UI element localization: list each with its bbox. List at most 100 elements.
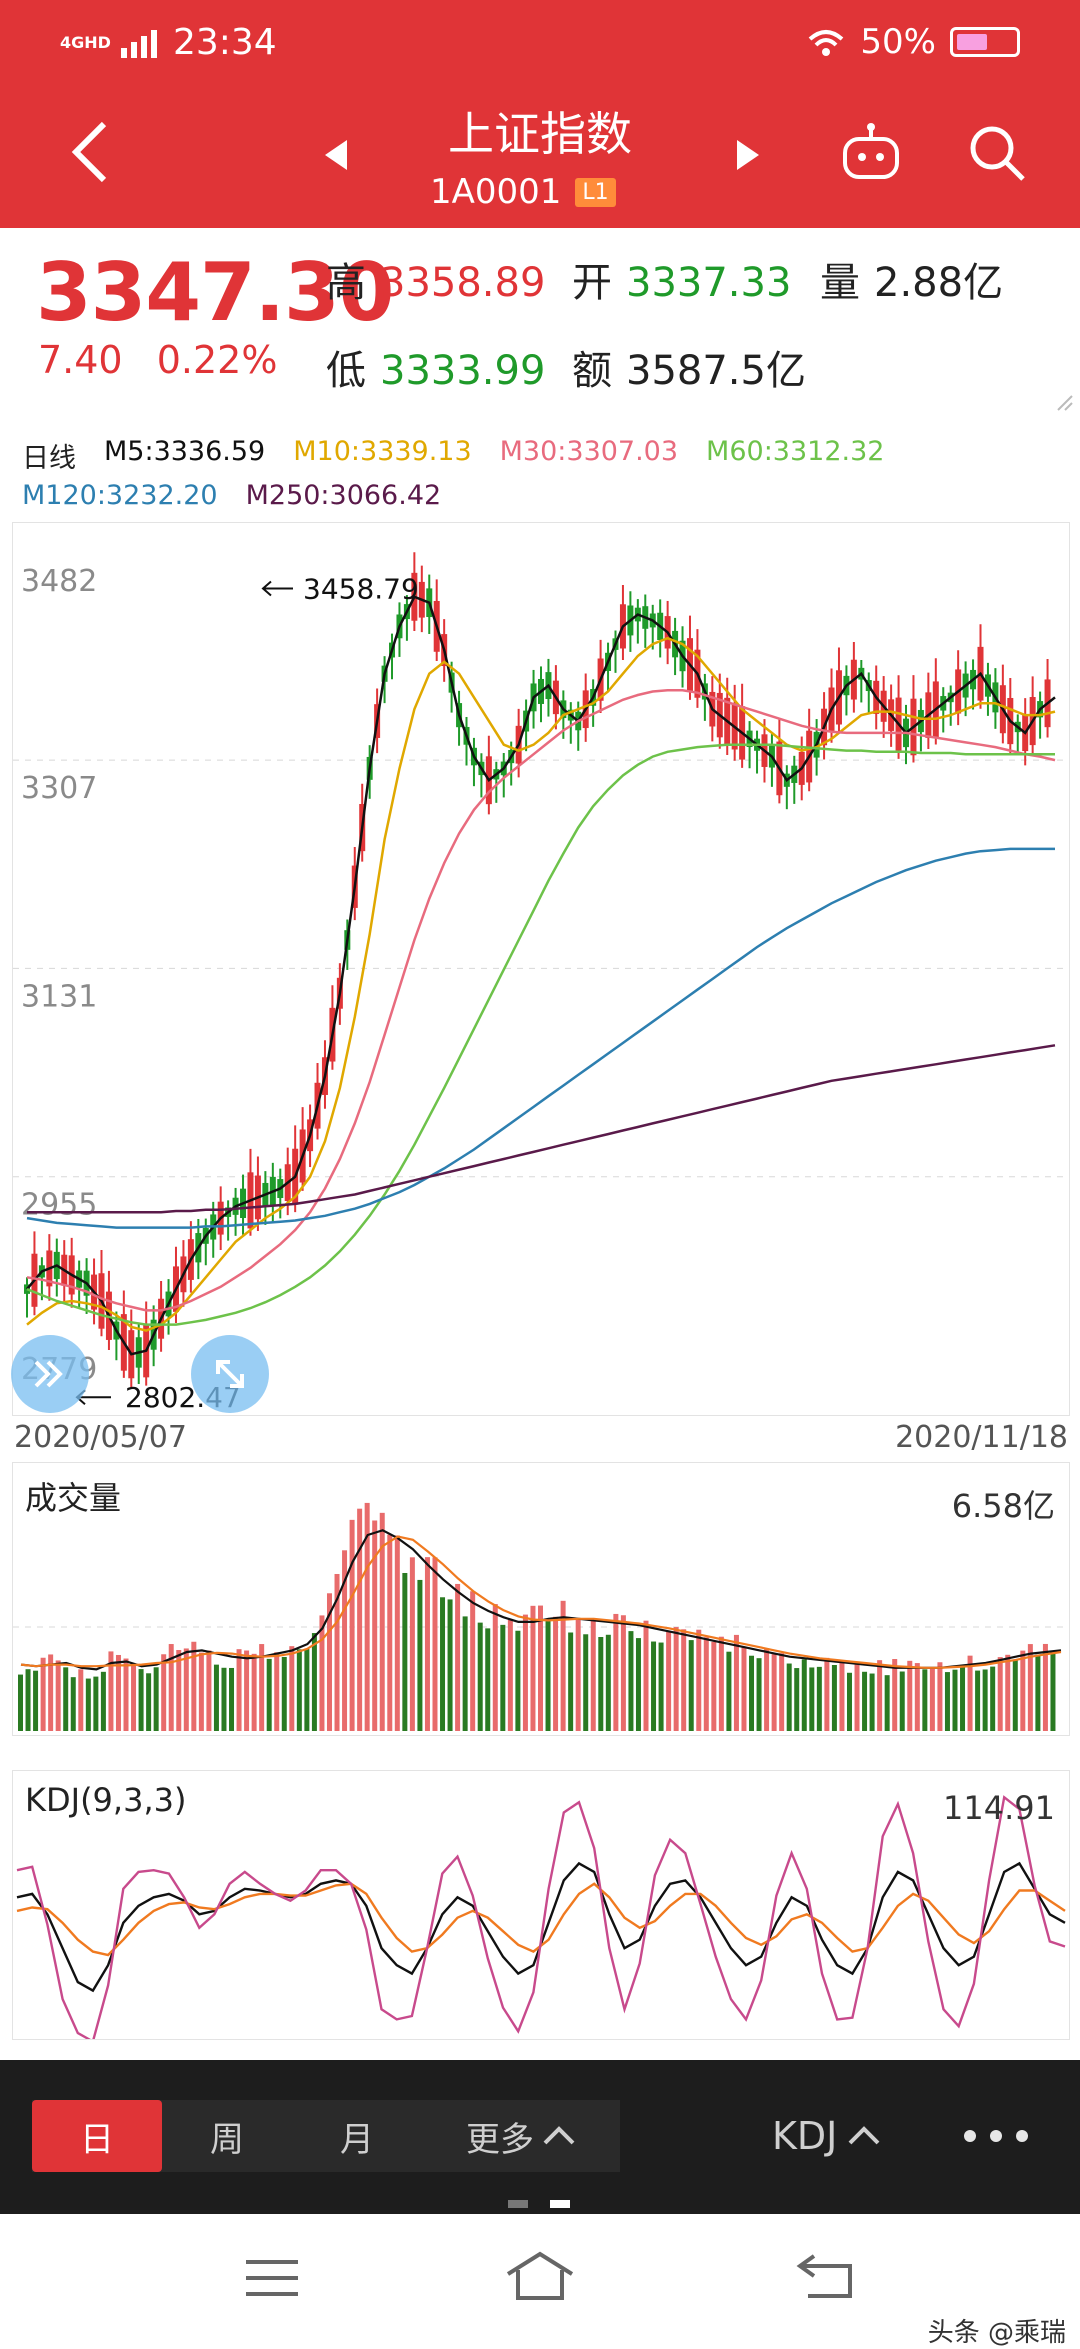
volume-bar [635,1638,641,1731]
volume-bar [48,1654,54,1731]
double-chevron-icon [34,1360,63,1388]
volume-bar [236,1649,242,1731]
volume-bar [349,1519,355,1731]
more-dots-icon [964,2130,1028,2142]
volume-bar [108,1651,114,1731]
volume-bar [756,1658,762,1731]
volume-bar [764,1648,770,1731]
volume-bar [673,1627,679,1731]
volume-bar [590,1620,596,1731]
volume-chart-panel[interactable]: 成交量 6.58亿 [12,1462,1070,1736]
volume-bar [651,1641,657,1731]
tab-more-label: 更多 [466,2119,534,2160]
volume-bar [85,1678,91,1731]
volume-bar [100,1671,106,1731]
ma250-legend: M250:3066.42 [245,480,442,511]
kdj-chart-panel[interactable]: KDJ(9,3,3) 114.91 [12,1770,1070,2044]
prev-stock-button[interactable] [316,130,356,180]
volume-bar [281,1656,287,1731]
menu-icon[interactable] [244,2256,300,2300]
volume-bar [620,1615,626,1731]
level-badge: L1 [575,177,616,207]
volume-bar [206,1650,212,1731]
next-stock-button[interactable] [728,130,768,180]
last-price: 3347.30 [36,246,394,339]
volume-bar [794,1668,800,1731]
volume-bar [960,1666,966,1731]
y-tick-label: 3131 [21,979,97,1014]
indicator-selector[interactable]: KDJ [772,2100,881,2172]
search-button[interactable] [962,118,1032,188]
volume-bar [997,1657,1003,1731]
volume-bar [854,1664,860,1731]
kdj-title: KDJ(9,3,3) [25,1781,187,1819]
volume-bar [1027,1644,1033,1731]
scroll-left-button[interactable] [11,1335,89,1413]
tab-day[interactable]: 日 [32,2100,162,2172]
change-value: 7.40 [38,338,123,382]
ma120-legend: M120:3232.20 [22,480,218,511]
high-item: 高 3358.89 [326,250,545,308]
volume-bar [500,1624,506,1731]
volume-bars [18,1502,1056,1731]
volume-bar [846,1672,852,1731]
volume-bar [18,1674,23,1731]
ma-line-m10 [26,636,1056,1332]
volume-bar [598,1636,604,1731]
volume-bar [183,1648,189,1731]
volume-bar [583,1634,589,1731]
more-options-button[interactable] [956,2116,1036,2156]
tab-month[interactable]: 月 [340,2119,374,2160]
volume-bar [914,1663,920,1731]
ma-line-m250 [27,1044,1056,1214]
volume-bar [55,1660,61,1731]
back-button[interactable] [60,112,120,192]
volume-bar [515,1630,521,1731]
volume-bar [334,1573,340,1731]
status-bar-left: 4GHD 23:34 [60,22,277,63]
robot-assistant-button[interactable] [836,118,906,188]
volume-bar [530,1605,536,1731]
home-icon[interactable] [504,2250,576,2302]
kline-ma-lines [26,595,1056,1356]
volume-bar [364,1502,370,1731]
volume-bar [123,1658,129,1731]
volume-bar [70,1677,76,1731]
volume-bar [115,1654,121,1731]
ma30-legend: M30:3307.03 [499,436,679,467]
volume-bar [816,1666,822,1731]
volume-bar [613,1613,619,1731]
volume-bar [251,1653,257,1731]
period-tabs: 日 周 月 更多 [32,2100,620,2172]
volume-bar [771,1654,777,1731]
open-item: 开 3337.33 [572,250,791,308]
max-arrow-head [261,580,272,597]
volume-bar [553,1616,559,1731]
volume-bar [244,1650,250,1731]
open-value: 3337.33 [626,260,792,306]
volume-bar [25,1669,31,1731]
tab-more[interactable]: 更多 [422,2100,620,2172]
y-tick-label: 3307 [21,771,97,806]
volume-bar [643,1620,649,1731]
volume-bar [718,1636,724,1731]
fullscreen-button[interactable] [191,1335,269,1413]
volume-bar [975,1670,981,1731]
volume-bar [877,1660,883,1731]
system-nav-bar [0,2214,1080,2340]
open-label: 开 [572,260,612,306]
period-tab-bar: 日 周 月 更多 KDJ [0,2060,1080,2214]
triangle-right-icon [737,140,759,170]
volume-bar [937,1662,943,1731]
volume-bar [944,1672,950,1731]
watermark: 头条 @乘瑞 [927,2318,1066,2348]
volume-bar [477,1622,483,1731]
tab-week[interactable]: 周 [210,2119,244,2160]
volume-bar [198,1652,204,1731]
back-nav-icon[interactable] [796,2252,856,2302]
volume-bar [440,1597,446,1731]
battery-percent: 50% [860,22,936,62]
volume-bar [538,1605,543,1731]
